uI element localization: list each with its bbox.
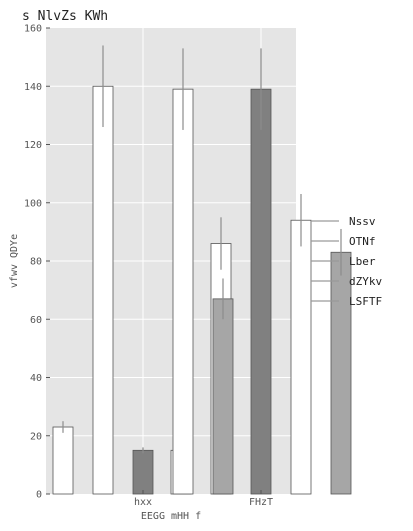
y-tick-label: 120 [24,140,42,151]
y-tick-label: 40 [30,373,42,384]
bar-Nssv-hxx [52,426,74,495]
legend-label-Lber: Lber [349,255,376,268]
y-axis-label: vfwv QDYe [9,234,20,288]
bar-OTNf-hxx [92,85,114,495]
x-tick-label: FHzT [249,497,273,508]
y-tick-label: 100 [24,198,42,209]
chart-title: s NlvZs KWh [22,9,108,24]
x-axis-label: EEGG mHH f [141,511,201,522]
bar-Lber-FHzT [250,88,272,495]
legend-label-OTNf: OTNf [349,235,376,248]
y-tick-label: 60 [30,315,42,326]
y-tick-label: 20 [30,431,42,442]
bar-dZYkv-hxx [172,88,194,495]
x-tick-label: hxx [134,497,152,508]
bar-Lber-hxx [132,449,154,495]
bar-LSFTF-FHzT [330,251,352,495]
y-tick-label: 140 [24,82,42,93]
y-tick-label: 0 [36,490,42,501]
bar-LSFTF-hxx [212,298,234,495]
legend-label-dZYkv: dZYkv [349,275,382,288]
bars [52,45,352,495]
y-tick-label: 160 [24,24,42,35]
y-axis-ticks: 0 20 40 60 80 100 120 140 160 [24,24,50,501]
legend-label-LSFTF: LSFTF [349,295,382,308]
y-tick-label: 80 [30,257,42,268]
legend-label-Nssv: Nssv [349,215,376,228]
x-axis-ticks: hxx FHzT [134,490,273,508]
legend: Nssv OTNf Lber dZYkv LSFTF [311,215,382,308]
bar-dZYkv-FHzT [290,219,312,495]
